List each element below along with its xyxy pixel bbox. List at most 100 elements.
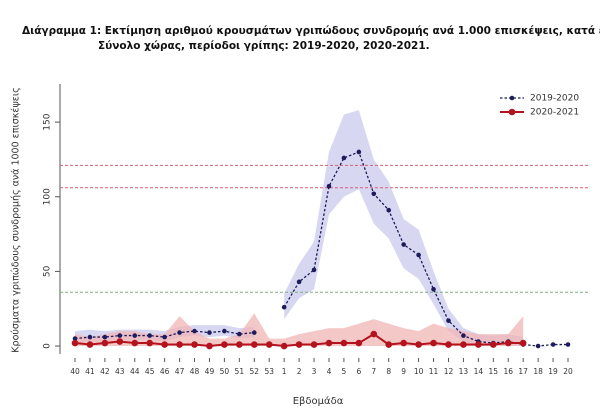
data-point xyxy=(71,339,79,347)
data-point xyxy=(131,339,139,347)
data-point xyxy=(416,252,421,258)
chart-subtitle: Σύνολο χώρας, περίοδοι γρίπης: 2019-2020… xyxy=(98,40,430,52)
data-point xyxy=(265,341,273,348)
x-tick-label: 47 xyxy=(175,367,185,376)
x-tick-label: 6 xyxy=(356,367,361,376)
x-axis-label: Εβδομάδα xyxy=(293,395,344,407)
x-tick-label: 45 xyxy=(145,367,155,376)
data-point xyxy=(490,341,497,348)
legend-label: 2019-2020 xyxy=(530,94,579,104)
data-point xyxy=(191,341,198,348)
data-point xyxy=(295,341,303,348)
x-tick-label: 52 xyxy=(249,367,259,376)
data-point xyxy=(400,339,407,347)
data-point xyxy=(147,333,152,338)
data-point xyxy=(132,333,138,338)
data-point xyxy=(565,342,571,347)
data-point xyxy=(310,341,318,348)
data-point xyxy=(431,287,436,292)
y-tick-label: 0 xyxy=(43,343,53,349)
x-tick-label: 4 xyxy=(327,367,332,376)
x-tick-label: 1 xyxy=(282,367,287,376)
x-tick-label: 46 xyxy=(160,367,170,376)
x-tick-label: 2 xyxy=(297,367,302,376)
x-tick-label: 17 xyxy=(518,367,528,376)
x-tick-label: 16 xyxy=(503,367,513,376)
x-tick-label: 7 xyxy=(371,367,376,376)
x-tick-label: 53 xyxy=(264,367,274,376)
data-point xyxy=(161,341,168,348)
data-point xyxy=(117,333,123,338)
data-point xyxy=(251,330,257,335)
x-tick-label: 19 xyxy=(548,367,558,376)
data-point xyxy=(356,149,362,155)
data-point xyxy=(280,342,288,350)
data-point xyxy=(101,339,109,347)
data-point xyxy=(504,339,512,347)
x-tick-label: 10 xyxy=(414,367,424,376)
data-point xyxy=(385,341,393,348)
data-point xyxy=(236,341,243,348)
data-point xyxy=(206,342,213,350)
x-tick-label: 49 xyxy=(205,367,215,376)
data-point xyxy=(401,242,406,247)
x-tick-label: 40 xyxy=(70,367,80,376)
data-point xyxy=(461,333,466,338)
legend-marker xyxy=(509,95,515,101)
data-point xyxy=(221,341,228,348)
x-tick-label: 12 xyxy=(444,367,454,376)
data-point xyxy=(87,334,93,340)
legend-marker xyxy=(508,108,516,116)
confidence-band xyxy=(284,110,524,347)
data-point xyxy=(207,330,212,335)
data-point xyxy=(519,339,527,347)
data-point xyxy=(72,336,78,341)
x-tick-label: 18 xyxy=(533,367,543,376)
x-tick-label: 48 xyxy=(190,367,200,376)
x-tick-label: 51 xyxy=(235,367,245,376)
y-tick-label: 50 xyxy=(43,265,53,277)
data-point xyxy=(192,328,197,334)
data-point xyxy=(222,328,227,334)
data-point xyxy=(325,339,333,347)
chart-title: Διάγραμμα 1: Εκτίμηση αριθμού κρουσμάτων… xyxy=(22,25,600,37)
data-point xyxy=(116,338,124,345)
x-tick-label: 44 xyxy=(130,367,140,376)
data-point xyxy=(340,339,348,347)
data-point xyxy=(370,330,378,338)
data-point xyxy=(341,155,347,161)
data-point xyxy=(86,341,94,348)
data-point xyxy=(535,343,541,349)
data-point xyxy=(237,331,242,337)
data-point xyxy=(326,184,332,189)
x-tick-label: 41 xyxy=(85,367,95,376)
confidence-band xyxy=(75,313,524,347)
y-tick-label: 100 xyxy=(43,188,53,205)
x-tick-label: 20 xyxy=(563,367,573,376)
data-point xyxy=(386,207,392,213)
data-point xyxy=(445,341,452,348)
data-point xyxy=(162,334,167,340)
data-point xyxy=(281,304,287,310)
x-tick-label: 5 xyxy=(342,367,347,376)
x-tick-label: 42 xyxy=(100,367,110,376)
legend-label: 2020-2021 xyxy=(530,108,579,118)
x-tick-label: 8 xyxy=(386,367,391,376)
data-point xyxy=(446,318,451,323)
data-point xyxy=(415,341,422,348)
x-tick-label: 15 xyxy=(489,367,499,376)
x-tick-label: 13 xyxy=(459,367,469,376)
x-tick-label: 9 xyxy=(401,367,406,376)
data-point xyxy=(475,341,482,348)
x-tick-label: 14 xyxy=(474,367,484,376)
data-point xyxy=(355,339,363,347)
x-tick-label: 11 xyxy=(429,367,439,376)
data-point xyxy=(250,341,258,348)
data-point xyxy=(311,267,317,273)
x-tick-label: 50 xyxy=(220,367,230,376)
data-point xyxy=(146,339,153,347)
y-axis-label: Κρούσματα γριπώδους συνδρομής ανά 1000 ε… xyxy=(11,87,22,352)
data-point xyxy=(550,342,556,347)
x-tick-label: 3 xyxy=(312,367,317,376)
